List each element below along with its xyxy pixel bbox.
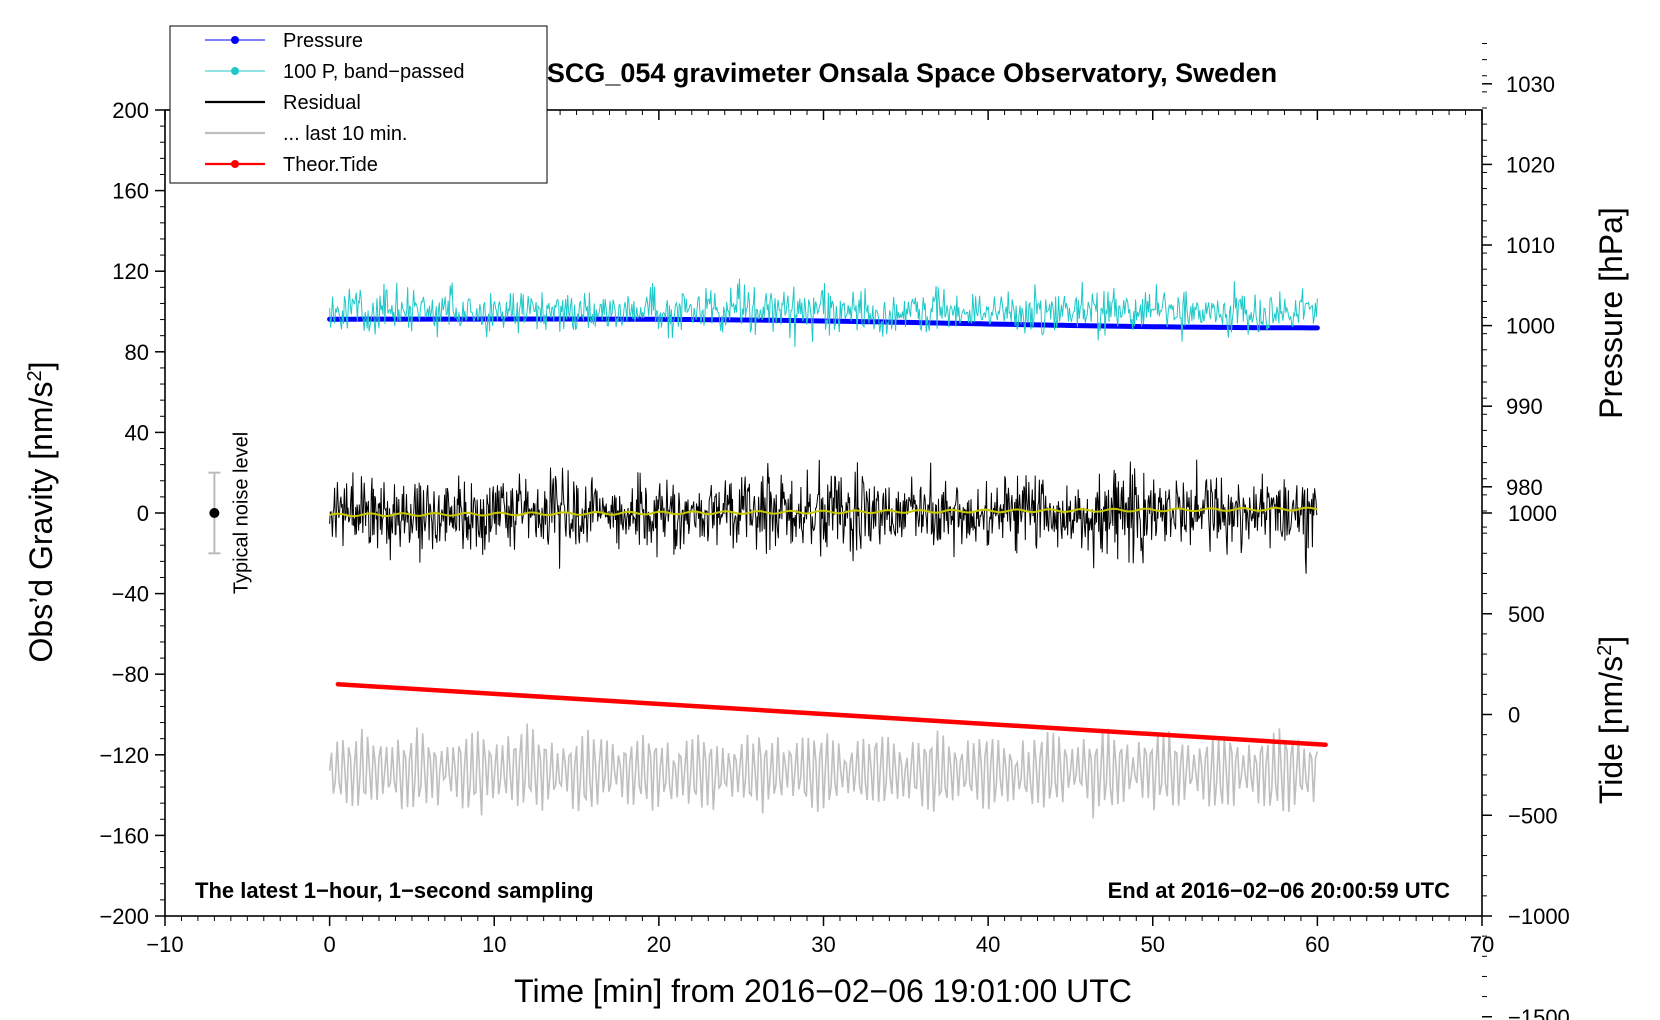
pressure-tick-label: 1030: [1506, 72, 1555, 97]
tide-tick-label: −1000: [1508, 904, 1570, 929]
tide-tick-label: 0: [1508, 703, 1520, 728]
legend-label-pressure: Pressure: [283, 30, 363, 52]
y-axis-label-end: ]: [23, 362, 59, 371]
x-tick-label: 50: [1141, 932, 1165, 957]
tide-axis-label-sup: 2: [1594, 645, 1616, 656]
series-100-p-band-passed: [329, 278, 1318, 347]
legend-label-theor-tide: Theor.Tide: [283, 154, 378, 176]
legend: Pressure 100 P, band−passed Residual ... la…: [169, 25, 548, 184]
y-tick-label: 160: [112, 179, 149, 204]
y-axis-label: Obs’d Gravity [nm/s2]: [23, 362, 59, 663]
y-tick-label: 200: [112, 98, 149, 123]
y-tick-label: 80: [125, 340, 149, 365]
x-tick-label: 40: [976, 932, 1000, 957]
y-tick-label: −40: [112, 582, 149, 607]
x-tick-label: 60: [1305, 932, 1329, 957]
tide-tick-label: 1000: [1508, 501, 1557, 526]
x-tick-label: 20: [647, 932, 671, 957]
annotation-left: The latest 1−hour, 1−second sampling: [195, 878, 594, 903]
pressure-tick-label: 1010: [1506, 233, 1555, 258]
legend-label-100-p-band-passed: 100 P, band−passed: [283, 61, 464, 83]
series-residual: [329, 459, 1318, 574]
y-tick-label: −120: [99, 743, 149, 768]
x-tick-label: 30: [811, 932, 835, 957]
tide-tick-label: −500: [1508, 803, 1558, 828]
annotation-right: End at 2016−02−06 20:00:59 UTC: [1108, 878, 1451, 903]
series-last-10-min: [328, 723, 1319, 819]
legend-box: [169, 25, 548, 184]
noise-indicator: Typical noise level: [208, 432, 252, 594]
pressure-tick-label: 1020: [1506, 152, 1555, 177]
y-tick-label: 120: [112, 259, 149, 284]
pressure-tick-label: 1000: [1506, 314, 1555, 339]
tide-tick-label: −1500: [1508, 1005, 1570, 1020]
tide-axis-label-main: Tide [nm/s: [1593, 656, 1629, 804]
x-tick-label: 0: [324, 932, 336, 957]
y-axis-label-sup: 2: [24, 370, 46, 381]
tide-axis-label: Tide [nm/s2]: [1593, 636, 1629, 804]
legend-label-residual: Residual: [283, 92, 361, 114]
y-tick-label: 40: [125, 420, 149, 445]
y-tick-label: −80: [112, 662, 149, 687]
tide-axis-label-end: ]: [1593, 636, 1629, 645]
pressure-tick-label: 980: [1506, 475, 1543, 500]
y-tick-label: −200: [99, 904, 149, 929]
x-axis-label: Time [min] from 2016−02−06 19:01:00 UTC: [514, 973, 1132, 1009]
pressure-axis-label: Pressure [hPa]: [1593, 207, 1629, 419]
y-tick-label: −160: [99, 823, 149, 848]
series-layer: [327, 278, 1328, 819]
series-pressure: [327, 316, 1320, 331]
y-tick-label: 0: [137, 501, 149, 526]
x-tick-label: −10: [146, 932, 183, 957]
y-axis-label-main: Obs’d Gravity [nm/s: [23, 382, 59, 663]
legend-marker-theor-tide: [231, 160, 239, 168]
legend-label-last-10-min: ... last 10 min.: [283, 123, 408, 145]
legend-marker-pressure: [231, 36, 239, 44]
tide-tick-label: 500: [1508, 602, 1545, 627]
noise-indicator-label: Typical noise level: [230, 432, 252, 594]
legend-marker-100-p-band-passed: [231, 67, 239, 75]
noise-indicator-dot: [209, 508, 220, 518]
chart-title: SCG_054 gravimeter Onsala Space Observat…: [547, 58, 1277, 88]
axes-layer: −10 0 10 20 30 40 50 60 7020016012080400−40−80−1…: [99, 43, 1570, 1020]
residual-mean-line: [329, 506, 1318, 518]
x-tick-label: 10: [482, 932, 506, 957]
pressure-tick-label: 990: [1506, 394, 1543, 419]
series-theor-tide: [335, 682, 1328, 747]
